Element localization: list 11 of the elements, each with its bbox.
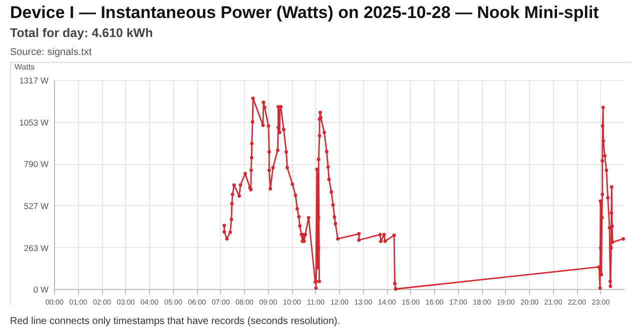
- y-tick-label: 1317 W: [19, 76, 48, 86]
- y-tick-label: 0 W: [33, 284, 48, 294]
- source-note: Source: signals.txt: [10, 47, 92, 58]
- y-tick-label: 527 W: [24, 200, 48, 211]
- y-tick-label: 263 W: [24, 242, 48, 253]
- chart-subtitle: Total for day: 4.610 kWh: [10, 26, 153, 40]
- y-tick-label: 1053 W: [19, 117, 48, 128]
- y-tick-label: 790 W: [24, 159, 48, 170]
- text: Red line connects only timestamps that have records (seconds resolution).: [10, 316, 340, 327]
- chart-title: Device I — Instantaneous Power (Watts) on 2025-10-28 — Nook Mini-split: [10, 3, 599, 23]
- y-axis-title: Watts: [14, 62, 35, 72]
